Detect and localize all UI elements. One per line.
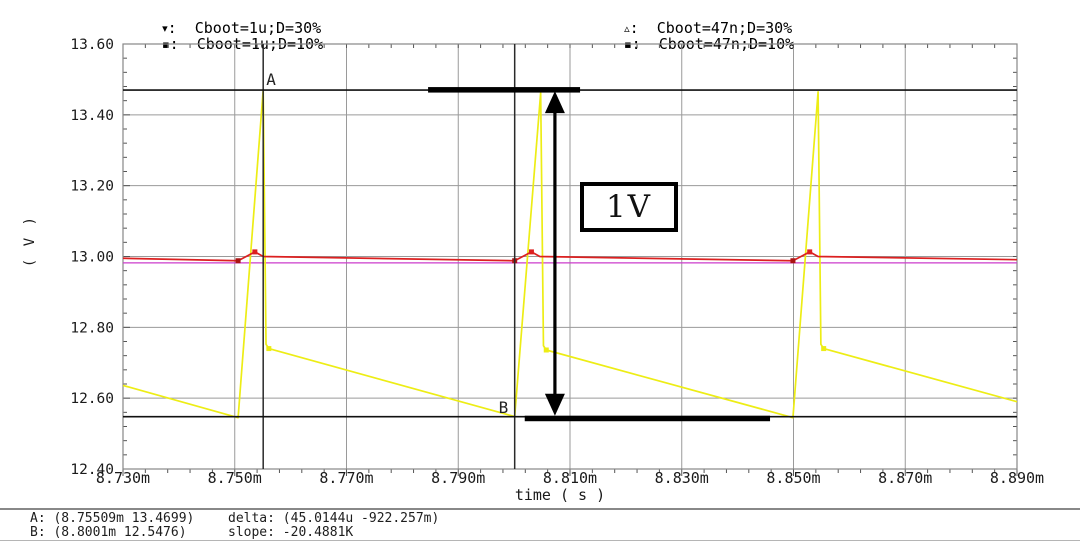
- marker-a-label[interactable]: A: [266, 70, 276, 90]
- x-tick-label: 8.850m: [766, 469, 820, 487]
- delta-1v-label: 1V: [605, 189, 653, 225]
- y-tick-label: 12.60: [70, 391, 114, 407]
- delta-1v-annotation-box[interactable]: 1V: [580, 182, 678, 232]
- x-tick-label: 8.870m: [878, 469, 932, 487]
- trace-point-marker: [821, 346, 827, 352]
- legend-separator: :: [629, 19, 657, 37]
- legend-separator: :: [167, 19, 195, 37]
- trace-point-marker: [235, 258, 241, 264]
- x-tick-label: 8.890m: [990, 469, 1044, 487]
- trace-point-marker: [807, 249, 813, 255]
- y-tick-label: 13.00: [70, 250, 114, 266]
- legend-label: Cboot=1u;D=30%: [194, 19, 322, 37]
- readout-separator: [0, 508, 1080, 510]
- y-tick-label: 13.40: [70, 108, 114, 124]
- legend-entry-cboot47n-d30[interactable]: ▵: Cboot=47n;D=30%: [588, 6, 792, 36]
- y-tick-label: 13.20: [70, 179, 114, 195]
- x-tick-label: 8.810m: [543, 469, 597, 487]
- y-axis-title: ( V ): [22, 215, 38, 268]
- x-tick-label: 8.790m: [431, 469, 485, 487]
- x-tick-label: 8.750m: [208, 469, 262, 487]
- delta-arrow-head-up: [544, 91, 565, 114]
- trace-point-marker: [543, 347, 549, 353]
- legend-entry-cboot1u-d30[interactable]: ▾: Cboot=1u;D=30%: [126, 6, 321, 36]
- y-tick-label: 13.60: [70, 37, 114, 53]
- delta-bottom-bar[interactable]: [524, 415, 771, 422]
- readout-marker-a: A: (8.75509m 13.4699): [30, 511, 195, 526]
- legend-marker-down-triangle-icon: ▾: [162, 22, 168, 35]
- trace-point-marker: [266, 346, 272, 352]
- readout-slope: slope: -20.4881K: [228, 525, 354, 540]
- readout-delta: delta: (45.0144u -922.257m): [228, 511, 440, 526]
- trace-point-marker: [528, 249, 534, 255]
- y-tick-label: 12.40: [70, 462, 114, 478]
- x-tick-label: 8.730m: [96, 469, 150, 487]
- readout-marker-b: B: (8.8001m 12.5476): [30, 525, 187, 540]
- x-tick-label: 8.830m: [655, 469, 709, 487]
- window-bottom-edge: [0, 540, 1080, 541]
- plot-frame: [122, 43, 1018, 470]
- marker-b-label[interactable]: B: [498, 397, 509, 417]
- x-tick-label: 8.770m: [319, 469, 373, 487]
- legend-marker-up-triangle-icon: ▵: [624, 22, 630, 35]
- delta-arrow-head-down: [544, 393, 565, 416]
- y-tick-label: 12.80: [70, 320, 114, 336]
- trace-point-marker: [790, 258, 796, 264]
- trace-point-marker: [252, 249, 258, 255]
- x-axis-title: time ( s ): [514, 486, 606, 504]
- delta-top-bar[interactable]: [428, 87, 581, 93]
- legend-label: Cboot=47n;D=30%: [656, 19, 793, 37]
